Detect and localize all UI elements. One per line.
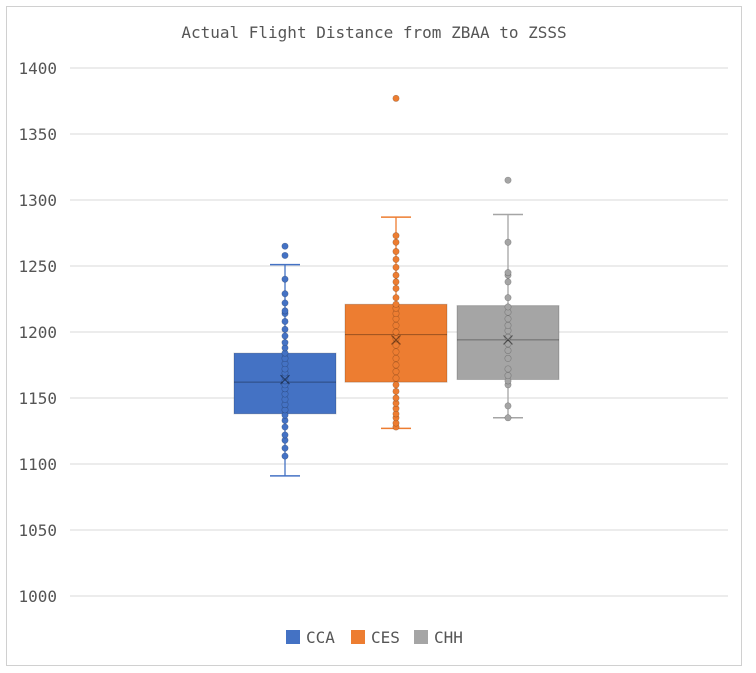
data-point [392,361,400,369]
data-point [392,271,400,279]
data-point [504,278,512,286]
data-point [392,387,400,395]
data-point [392,354,400,362]
y-tick-label: 1000 [18,587,57,606]
data-point [281,452,289,460]
data-point [281,290,289,298]
data-point [281,242,289,250]
legend-swatch-ces [351,630,365,644]
legend-swatch-cca [286,630,300,644]
data-point [504,346,512,354]
y-tick-label: 1150 [18,389,57,408]
y-axis-ticks: 1000 1050 1100 1150 1200 1250 1300 1350 1400 [18,59,57,606]
box-cca [233,242,337,477]
data-point [504,365,512,373]
y-tick-label: 1350 [18,125,57,144]
legend-swatch-chh [414,630,428,644]
legend-label-cca: CCA [306,628,335,647]
data-point [504,269,512,277]
data-point [281,317,289,325]
data-point [281,307,289,315]
box-chh [456,176,560,422]
data-point [392,247,400,255]
y-tick-label: 1250 [18,257,57,276]
data-point [392,94,400,102]
data-point [281,325,289,333]
legend-label-chh: CHH [434,628,463,647]
data-point [281,339,289,347]
box-ces [344,94,448,431]
mean-marker [503,334,513,345]
data-point [281,275,289,283]
data-point [392,284,400,292]
data-point [392,368,400,376]
y-tick-label: 1050 [18,521,57,540]
y-tick-label: 1400 [18,59,57,78]
y-tick-label: 1300 [18,191,57,210]
mean-marker [280,374,290,385]
data-point [392,381,400,389]
data-point [392,294,400,302]
chart-title: Actual Flight Distance from ZBAA to ZSSS [181,23,566,42]
data-point [392,328,400,336]
data-point [281,423,289,431]
data-point [392,232,400,240]
legend-label-ces: CES [371,628,400,647]
data-point [392,321,400,329]
data-point [392,394,400,402]
data-point [392,255,400,263]
data-point [392,374,400,382]
y-tick-label: 1200 [18,323,57,342]
legend: CCA CES CHH [286,628,463,647]
data-point [281,251,289,259]
data-point [504,321,512,329]
data-point [281,332,289,340]
data-point [504,176,512,184]
data-point [392,348,400,356]
boxes [233,94,560,477]
data-point [281,444,289,452]
data-point [504,402,512,410]
data-point [281,299,289,307]
data-point [392,278,400,286]
grid-lines [70,67,728,597]
data-point [504,340,512,348]
data-point [392,335,400,343]
data-point [392,263,400,271]
mean-marker [391,334,401,345]
data-point [504,372,512,380]
data-point [504,333,512,341]
data-point [504,294,512,302]
data-point [504,354,512,362]
y-tick-label: 1100 [18,455,57,474]
data-point [281,431,289,439]
data-point [504,303,512,311]
data-point [504,414,512,422]
data-point [392,341,400,349]
data-point [392,300,400,308]
data-point [504,238,512,246]
data-point [392,238,400,246]
data-point [504,315,512,323]
